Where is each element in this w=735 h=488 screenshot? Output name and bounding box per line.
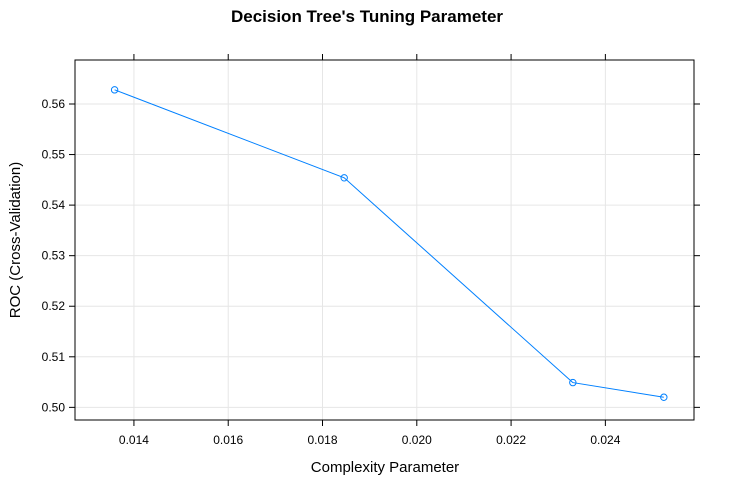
x-tick-label: 0.024 <box>590 433 620 447</box>
axis-ticks <box>69 54 700 426</box>
y-axis-label: ROC (Cross-Validation) <box>7 162 24 318</box>
y-tick-label: 0.52 <box>42 299 66 313</box>
tick-labels: 0.014 0.016 0.018 0.020 0.022 0.024 0.50 0.51 0.… <box>42 97 621 447</box>
plot-frame <box>74 59 695 421</box>
chart-title: Decision Tree's Tuning Parameter <box>231 7 503 26</box>
x-tick-label: 0.022 <box>496 433 526 447</box>
x-axis-label: Complexity Parameter <box>311 459 459 476</box>
data-point <box>340 174 348 182</box>
x-tick-label: 0.020 <box>402 433 432 447</box>
x-tick-label: 0.016 <box>213 433 243 447</box>
y-tick-label: 0.56 <box>42 97 66 111</box>
data-point <box>569 378 577 387</box>
series <box>110 86 668 401</box>
data-point <box>110 86 119 94</box>
x-tick-label: 0.018 <box>307 433 337 447</box>
x-tick-label: 0.014 <box>119 433 149 447</box>
y-tick-label: 0.55 <box>42 148 66 162</box>
y-tick-label: 0.53 <box>42 249 66 263</box>
series-line <box>114 89 664 398</box>
y-tick-label: 0.54 <box>42 198 66 212</box>
grid <box>75 60 694 420</box>
y-tick-label: 0.50 <box>42 400 66 414</box>
y-tick-label: 0.51 <box>42 350 66 364</box>
data-point <box>660 393 668 401</box>
